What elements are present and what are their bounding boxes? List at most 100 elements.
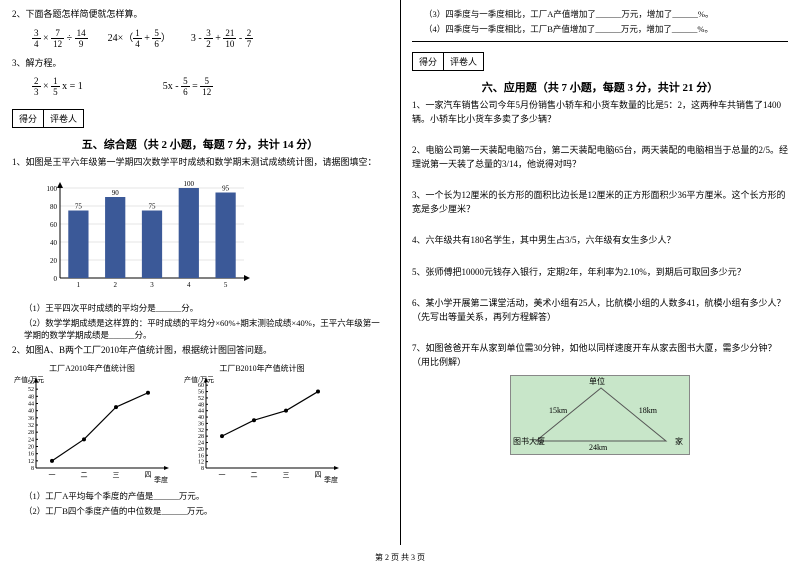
triangle-diagram: 单位 图书大厦 家 15km 18km 24km [510,375,690,455]
svg-text:12: 12 [28,459,34,465]
svg-text:一: 一 [219,471,226,479]
question-2: 2、下面各题怎样简便就怎样算。 [12,8,388,22]
svg-text:60: 60 [50,221,58,229]
svg-text:8: 8 [201,466,204,472]
svg-text:二: 二 [81,471,88,479]
chart-b-title: 工厂B2010年产值统计图 [182,363,342,374]
svg-text:100: 100 [47,185,58,193]
s6-q5: 5、张师傅把10000元钱存入银行，定期2年，年利率为2.10%，到期后可取回多… [412,266,788,280]
svg-text:56: 56 [28,380,34,386]
s5-q1-2: （2）数学学期成绩是这样算的：平时成绩的平均分×60%+期末测验成绩×40%，王… [24,317,388,341]
s6-q2: 2、电脑公司第一天装配电脑75台，第二天装配电脑65台，两天装配的电脑相当于总量… [412,144,788,171]
svg-text:48: 48 [198,402,204,408]
section-6-title: 六、应用题（共 7 小题，每题 3 分，共计 21 分） [412,79,788,95]
right-column: （3）四季度与一季度相比，工厂A产值增加了______万元，增加了______%… [400,0,800,565]
formula-5: 5x - 56 = 512 [163,76,213,97]
svg-text:28: 28 [28,430,34,436]
bar-chart: 0204060801007519027531004955 [32,176,388,298]
svg-text:3: 3 [150,281,154,289]
s6-q1: 1、一家汽车销售公司今年5月份销售小轿车和小货车数量的比是5：2，这两种车共销售… [412,99,788,126]
svg-text:四: 四 [145,471,152,479]
svg-text:75: 75 [75,202,83,210]
svg-text:56: 56 [198,390,204,396]
svg-text:90: 90 [112,189,120,197]
svg-text:36: 36 [198,421,204,427]
s6-q7: 7、如图爸爸开车从家到单位需30分钟，如他以同样速度开车从家去图书大厦，需多少分… [412,342,788,369]
svg-text:三: 三 [283,471,290,479]
formula-row-1: 34 × 712 ÷ 149 24×（14 + 56） 3 - 32 + 211… [32,28,388,49]
formula-3: 3 - 32 + 2110 - 27 [191,28,253,49]
svg-text:5: 5 [224,281,228,289]
line-chart-b: 工厂B2010年产值统计图 产值/万元812162024283236404448… [182,363,342,486]
page-footer: 第 2 页 共 3 页 [0,552,800,563]
chart-a-title: 工厂A2010年产值统计图 [12,363,172,374]
svg-text:44: 44 [198,409,204,415]
svg-text:8: 8 [31,466,34,472]
svg-text:1: 1 [77,281,81,289]
svg-text:100: 100 [184,180,195,188]
svg-text:32: 32 [198,428,204,434]
s5-q2-4: （4）四季度与一季度相比，工厂B产值增加了______万元，增加了______%… [424,23,788,35]
formula-row-2: 23 × 15 x = 1 5x - 56 = 512 [32,76,388,97]
svg-text:一: 一 [49,471,56,479]
svg-text:36: 36 [28,416,34,422]
s6-q6: 6、某小学开展第二课堂活动，美术小组有25人，比航模小组的人数多41，航模小组有… [412,297,788,324]
tri-right: 家 [675,436,683,447]
svg-text:12: 12 [198,460,204,466]
svg-text:季度: 季度 [154,475,168,484]
svg-text:20: 20 [28,445,34,451]
svg-text:52: 52 [28,387,34,393]
score-box-5: 得分 评卷人 [12,109,84,128]
tri-left: 图书大厦 [513,436,545,447]
svg-text:2: 2 [113,281,117,289]
svg-text:四: 四 [315,471,322,479]
formula-4: 23 × 15 x = 1 [32,76,83,97]
s6-q3: 3、一个长为12厘米的长方形的面积比边长是12厘米的正方形面积少36平方厘米。这… [412,189,788,216]
line-charts: 工厂A2010年产值统计图 产值/万元812162024283236404448… [12,363,388,486]
svg-text:季度: 季度 [324,475,338,484]
formula-1: 34 × 712 ÷ 149 [32,28,88,49]
svg-text:32: 32 [28,423,34,429]
tri-edge-left: 15km [549,406,567,415]
svg-text:28: 28 [198,434,204,440]
svg-text:16: 16 [198,453,204,459]
s5-q1: 1、如图是王平六年级第一学期四次数学平时成绩和数学期末测试成绩统计图，请据图填空… [12,156,388,170]
svg-text:三: 三 [113,471,120,479]
score-label: 得分 [413,53,444,70]
column-divider [400,0,401,545]
svg-text:24: 24 [28,437,34,443]
svg-text:48: 48 [28,394,34,400]
s5-q1-1: （1）王平四次平时成绩的平均分是______分。 [24,302,388,314]
svg-text:80: 80 [50,203,58,211]
line-chart-a: 工厂A2010年产值统计图 产值/万元812162024283236404448… [12,363,172,486]
score-box-6: 得分 评卷人 [412,52,484,71]
s5-q2-2: （2）工厂B四个季度产值的中位数是______万元。 [24,505,388,517]
hr [412,41,788,42]
question-3: 3、解方程。 [12,57,388,71]
formula-2: 24×（14 + 56） [108,28,171,49]
svg-text:24: 24 [198,441,204,447]
svg-text:20: 20 [50,257,58,265]
s5-q2-1: （1）工厂A平均每个季度的产值是______万元。 [24,490,388,502]
score-label: 得分 [13,110,44,127]
svg-text:75: 75 [149,202,157,210]
svg-text:20: 20 [198,447,204,453]
s5-q2-3: （3）四季度与一季度相比，工厂A产值增加了______万元，增加了______%… [424,8,788,20]
svg-text:二: 二 [251,471,258,479]
section-5-title: 五、综合题（共 2 小题，每题 7 分，共计 14 分） [12,136,388,152]
svg-text:52: 52 [198,396,204,402]
tri-edge-right: 18km [639,406,657,415]
tri-top: 单位 [589,376,605,387]
grader-label: 评卷人 [444,53,483,70]
svg-text:44: 44 [28,402,34,408]
svg-text:95: 95 [222,184,230,192]
s6-q4: 4、六年级共有180名学生，其中男生占3/5，六年级有女生多少人？ [412,234,788,248]
s5-q2: 2、如图A、B两个工厂2010年产值统计图，根据统计图回答问题。 [12,344,388,358]
svg-text:0: 0 [54,275,58,283]
svg-text:40: 40 [28,409,34,415]
svg-text:40: 40 [198,415,204,421]
svg-text:16: 16 [28,452,34,458]
svg-text:40: 40 [50,239,58,247]
left-column: 2、下面各题怎样简便就怎样算。 34 × 712 ÷ 149 24×（14 + … [0,0,400,565]
svg-text:60: 60 [198,383,204,389]
